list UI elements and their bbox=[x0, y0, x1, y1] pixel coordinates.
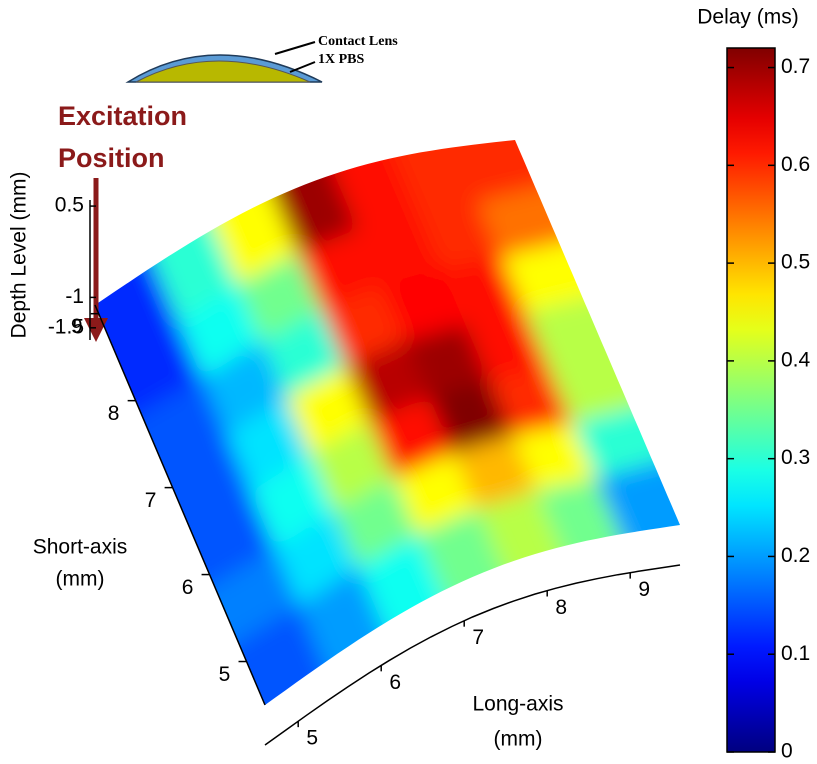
x-axis-label: (mm) bbox=[494, 728, 543, 751]
z-tick-label: 0.5 bbox=[55, 194, 84, 217]
y-tick-label: 8 bbox=[108, 402, 120, 425]
colorbar-label: Delay (ms) bbox=[697, 6, 799, 29]
y-axis-label: Short-axis bbox=[33, 536, 128, 559]
inset-label: 1X PBS bbox=[318, 52, 365, 67]
y-tick-label: 7 bbox=[145, 489, 157, 512]
annotation: Excitation bbox=[58, 101, 187, 131]
colorbar-tick-label: 0.6 bbox=[781, 153, 810, 176]
y-axis-label: (mm) bbox=[56, 568, 105, 591]
y-tick-label: 5 bbox=[219, 663, 231, 686]
x-axis-label: Long-axis bbox=[472, 693, 563, 716]
y-tick-label: 9 bbox=[71, 315, 83, 338]
inset-label: Contact Lens bbox=[318, 34, 398, 49]
colorbar-tick-label: 0.5 bbox=[781, 251, 810, 274]
annotation-arrowhead bbox=[84, 318, 108, 342]
x-tick-label: 9 bbox=[638, 578, 650, 601]
y-tick-label: 6 bbox=[182, 576, 194, 599]
z-axis-label: Depth Level (mm) bbox=[8, 172, 31, 339]
x-axis-line bbox=[264, 564, 681, 746]
x-tick-label: 8 bbox=[555, 596, 567, 619]
x-tick-label: 5 bbox=[306, 727, 318, 750]
colorbar-tick-label: 0.7 bbox=[781, 55, 810, 78]
y-axis-line bbox=[94, 304, 266, 706]
z-tick-label: -1 bbox=[65, 285, 84, 308]
lens-inset: Contact Lens 1X PBS bbox=[125, 34, 398, 83]
pbs-shape bbox=[135, 60, 311, 83]
pointer bbox=[289, 61, 316, 73]
colorbar bbox=[726, 47, 776, 753]
x-tick-label: 6 bbox=[389, 671, 401, 694]
annotation: Position bbox=[58, 143, 165, 173]
colorbar-tick-label: 0.1 bbox=[781, 642, 810, 665]
colorbar-tick-label: 0 bbox=[781, 740, 793, 763]
x-tick-label: 7 bbox=[472, 626, 484, 649]
colorbar-tick-label: 0.3 bbox=[781, 446, 810, 469]
z-tick-label: -1.5 bbox=[48, 315, 84, 338]
pointer bbox=[274, 41, 316, 55]
colorbar-tick-label: 0.4 bbox=[781, 348, 811, 371]
colorbar-tick-label: 0.2 bbox=[781, 544, 810, 567]
